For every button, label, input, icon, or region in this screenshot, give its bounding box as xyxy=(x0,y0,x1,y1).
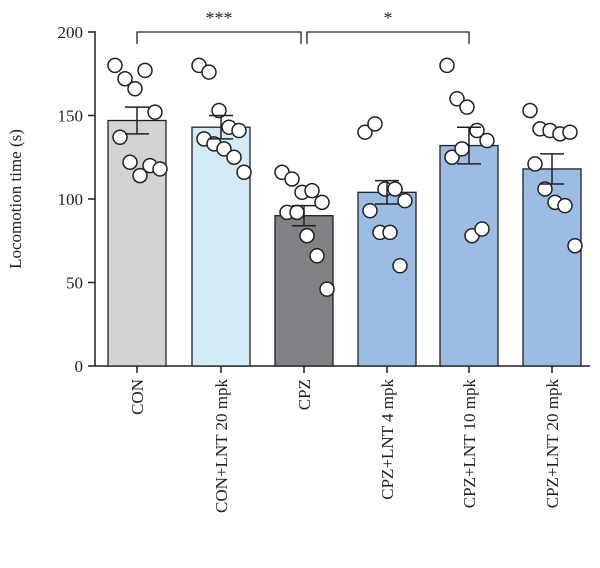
y-axis-label: Locomotion time (s) xyxy=(6,129,25,269)
y-tick-label: 200 xyxy=(58,23,84,42)
data-point xyxy=(567,238,583,254)
data-point xyxy=(362,202,378,219)
data-point xyxy=(289,204,305,221)
significance-bracket xyxy=(306,31,470,44)
data-point xyxy=(201,64,217,80)
data-point xyxy=(226,149,242,165)
data-point xyxy=(527,156,543,172)
data-point xyxy=(367,116,383,132)
data-point xyxy=(304,182,320,199)
data-point xyxy=(444,149,460,165)
data-point xyxy=(537,181,553,197)
x-tick-label: CON+LNT 20 mpk xyxy=(212,379,231,513)
data-point xyxy=(236,164,252,181)
significance-brackets: *** * xyxy=(136,8,470,44)
data-point xyxy=(309,248,325,264)
data-point xyxy=(284,171,300,187)
data-point xyxy=(211,102,227,119)
data-points xyxy=(107,57,583,297)
data-point xyxy=(319,281,335,297)
y-tick-label: 150 xyxy=(58,107,84,126)
x-tick-label: CPZ+LNT 10 mpk xyxy=(460,379,479,509)
significance-label: * xyxy=(384,8,393,28)
data-point xyxy=(117,71,133,87)
significance-label: *** xyxy=(206,8,233,28)
data-point xyxy=(314,194,330,211)
data-point xyxy=(122,154,138,171)
data-point xyxy=(479,132,495,149)
x-tick-label: CPZ+LNT 4 mpk xyxy=(378,379,397,500)
data-point xyxy=(147,104,163,120)
data-point xyxy=(112,129,128,145)
data-point xyxy=(449,91,465,107)
data-point xyxy=(231,122,247,139)
bar-1 xyxy=(191,126,251,367)
bar-0 xyxy=(107,119,167,367)
bars xyxy=(107,119,582,367)
x-tick-label: CPZ+LNT 20 mpk xyxy=(543,379,562,509)
significance-bracket xyxy=(136,31,302,44)
data-point xyxy=(397,192,413,209)
y-tick-label: 50 xyxy=(66,274,83,293)
axes: 0 50 100 150 200 CON CON+LNT 20 mpk CPZ CPZ+LNT … xyxy=(58,23,590,513)
data-point xyxy=(454,141,470,157)
bar-3 xyxy=(357,191,417,367)
data-point xyxy=(357,124,373,140)
y-tick-label: 100 xyxy=(58,190,84,209)
data-point xyxy=(137,62,153,79)
data-point xyxy=(439,57,455,74)
x-tick-label: CON xyxy=(128,379,147,415)
x-tick-label: CPZ xyxy=(295,379,314,410)
data-point xyxy=(216,141,232,157)
data-point xyxy=(299,227,315,244)
data-point xyxy=(107,57,123,74)
bar-4 xyxy=(439,144,499,367)
data-point xyxy=(522,102,538,119)
data-point xyxy=(562,124,578,140)
data-point xyxy=(392,258,408,274)
data-point xyxy=(382,224,398,241)
data-point xyxy=(387,181,403,197)
y-tick-label: 0 xyxy=(75,357,84,376)
data-point xyxy=(127,81,143,97)
data-point xyxy=(132,167,148,184)
data-point xyxy=(474,221,490,237)
data-point xyxy=(459,99,475,115)
data-point xyxy=(152,161,168,177)
data-point xyxy=(557,197,573,214)
